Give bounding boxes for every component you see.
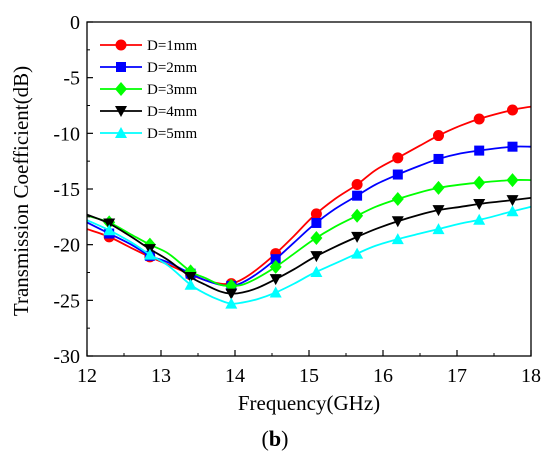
- data-point: [507, 104, 518, 116]
- series-line: [86, 145, 532, 287]
- x-tick-label: 15: [299, 365, 319, 387]
- data-point: [473, 113, 485, 125]
- data-point: [507, 141, 518, 152]
- legend-marker: [115, 127, 127, 138]
- legend-marker: [115, 39, 127, 51]
- legend-label: D=1mm: [147, 38, 197, 54]
- series-2: [86, 141, 532, 291]
- legend: D=1mm D=2mm D=3mm D=4mm D=5mm: [100, 38, 197, 142]
- data-point: [143, 248, 156, 260]
- data-point: [310, 208, 322, 220]
- data-point: [392, 169, 403, 180]
- data-point: [351, 247, 364, 259]
- data-point: [225, 297, 238, 309]
- series-line: [86, 179, 532, 287]
- panel-label-letter: b: [268, 426, 282, 451]
- data-point: [351, 208, 364, 223]
- data-point: [506, 205, 519, 217]
- data-point: [473, 213, 486, 225]
- data-point: [506, 173, 519, 188]
- data-point: [432, 223, 445, 235]
- legend-item-3: D=3mm: [100, 82, 197, 98]
- data-point: [269, 259, 282, 274]
- data-point: [184, 278, 197, 290]
- y-tick-label: -5: [63, 68, 80, 90]
- y-tick-label: -30: [53, 346, 80, 368]
- axes-layer: 12 13 14 15 16 17 18 0 -5 -10 -15 -20 -25 -30 Frequenc…: [9, 12, 541, 415]
- data-point: [351, 179, 363, 191]
- series-3: [86, 173, 532, 293]
- data-point: [432, 180, 445, 195]
- data-point: [391, 192, 404, 207]
- data-point: [392, 152, 404, 164]
- x-tick-label: 12: [77, 365, 97, 387]
- data-point: [310, 230, 323, 245]
- data-point: [433, 130, 444, 142]
- y-tick-label: -25: [53, 290, 80, 312]
- legend-label: D=4mm: [147, 104, 197, 120]
- data-point: [269, 286, 282, 298]
- legend-item-2: D=2mm: [100, 60, 197, 76]
- x-tick-label: 16: [373, 365, 393, 387]
- legend-marker: [115, 106, 127, 117]
- legend-label: D=5mm: [147, 126, 197, 142]
- y-tick-label: 0: [70, 12, 80, 34]
- data-point: [391, 216, 404, 228]
- y-axis-title: Transmission Coefficient(dB): [9, 66, 33, 316]
- series-4: [86, 195, 532, 300]
- data-point: [351, 231, 364, 243]
- data-point: [184, 271, 197, 283]
- x-tick-label: 14: [225, 365, 245, 387]
- data-point: [269, 274, 282, 286]
- series-layer: [86, 104, 532, 309]
- data-point: [103, 218, 116, 230]
- data-point: [103, 224, 116, 236]
- legend-item-1: D=1mm: [100, 38, 197, 54]
- legend-item-5: D=5mm: [100, 126, 197, 142]
- y-tick-label: -10: [53, 123, 80, 145]
- y-tick-label: -15: [53, 179, 80, 201]
- data-point: [473, 199, 486, 211]
- legend-marker: [116, 62, 126, 72]
- data-point: [352, 190, 363, 201]
- y-tick-label: -20: [53, 235, 80, 257]
- x-axis-title: Frequency(GHz): [238, 391, 380, 415]
- data-point: [432, 205, 445, 217]
- data-point: [225, 288, 238, 300]
- data-point: [433, 153, 444, 164]
- x-tick-label: 13: [151, 365, 171, 387]
- data-point: [311, 217, 322, 228]
- data-point: [506, 195, 519, 207]
- data-point: [391, 233, 404, 245]
- panel-label: (b): [261, 426, 289, 451]
- data-point: [310, 265, 323, 277]
- data-point: [270, 254, 281, 265]
- series-5: [86, 205, 532, 309]
- legend-label: D=3mm: [147, 82, 197, 98]
- legend-item-4: D=4mm: [100, 104, 197, 120]
- x-tick-label: 18: [521, 365, 541, 387]
- legend-label: D=2mm: [147, 60, 197, 76]
- data-point: [474, 145, 485, 156]
- x-tick-label: 17: [447, 365, 467, 387]
- data-point: [473, 175, 486, 190]
- data-point: [310, 251, 323, 263]
- legend-marker: [115, 82, 127, 96]
- chart: 12 13 14 15 16 17 18 0 -5 -10 -15 -20 -25 -30 Frequenc…: [9, 12, 541, 415]
